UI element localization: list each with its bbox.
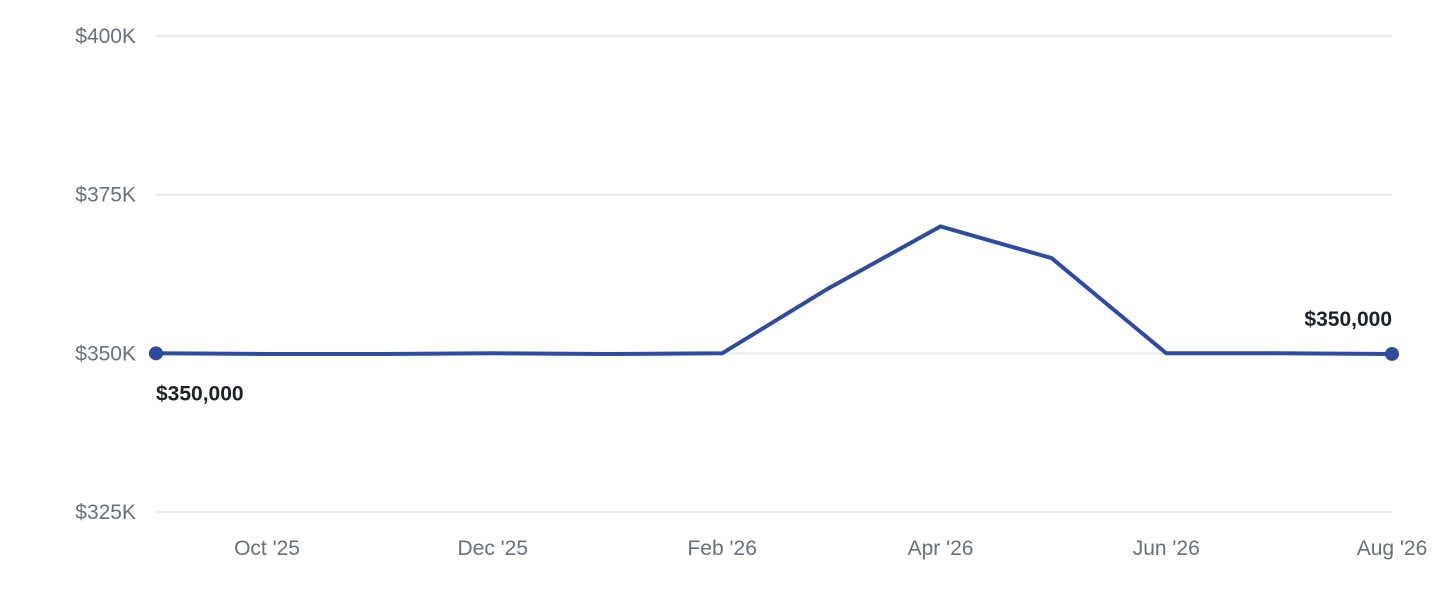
y-axis-tick-labels: $325K $350K $375K $400K [75, 25, 136, 524]
x-axis-tick-labels: Oct '25 Dec '25 Feb '26 Apr '26 Jun '26 Aug '… [234, 537, 1427, 560]
x-tick-label: Dec '25 [457, 537, 528, 560]
start-point-marker [149, 346, 163, 361]
data-label: $350,000 [156, 382, 244, 405]
x-tick-label: Aug '26 [1357, 537, 1428, 560]
endpoint-markers [149, 346, 1399, 361]
y-tick-label: $325K [75, 501, 136, 524]
data-labels: $350,000 $350,000 [156, 308, 1392, 405]
x-tick-label: Feb '26 [687, 537, 756, 560]
grid-lines [156, 35, 1392, 513]
end-point-marker [1385, 346, 1399, 361]
y-tick-label: $375K [75, 184, 136, 207]
data-label: $350,000 [1304, 308, 1392, 331]
x-tick-label: Apr '26 [908, 537, 974, 560]
series-group [154, 224, 1394, 356]
x-tick-label: Oct '25 [234, 537, 300, 560]
y-tick-label: $400K [75, 25, 136, 48]
series-line [154, 224, 1394, 356]
x-tick-label: Jun '26 [1133, 537, 1200, 560]
y-tick-label: $350K [75, 342, 136, 365]
